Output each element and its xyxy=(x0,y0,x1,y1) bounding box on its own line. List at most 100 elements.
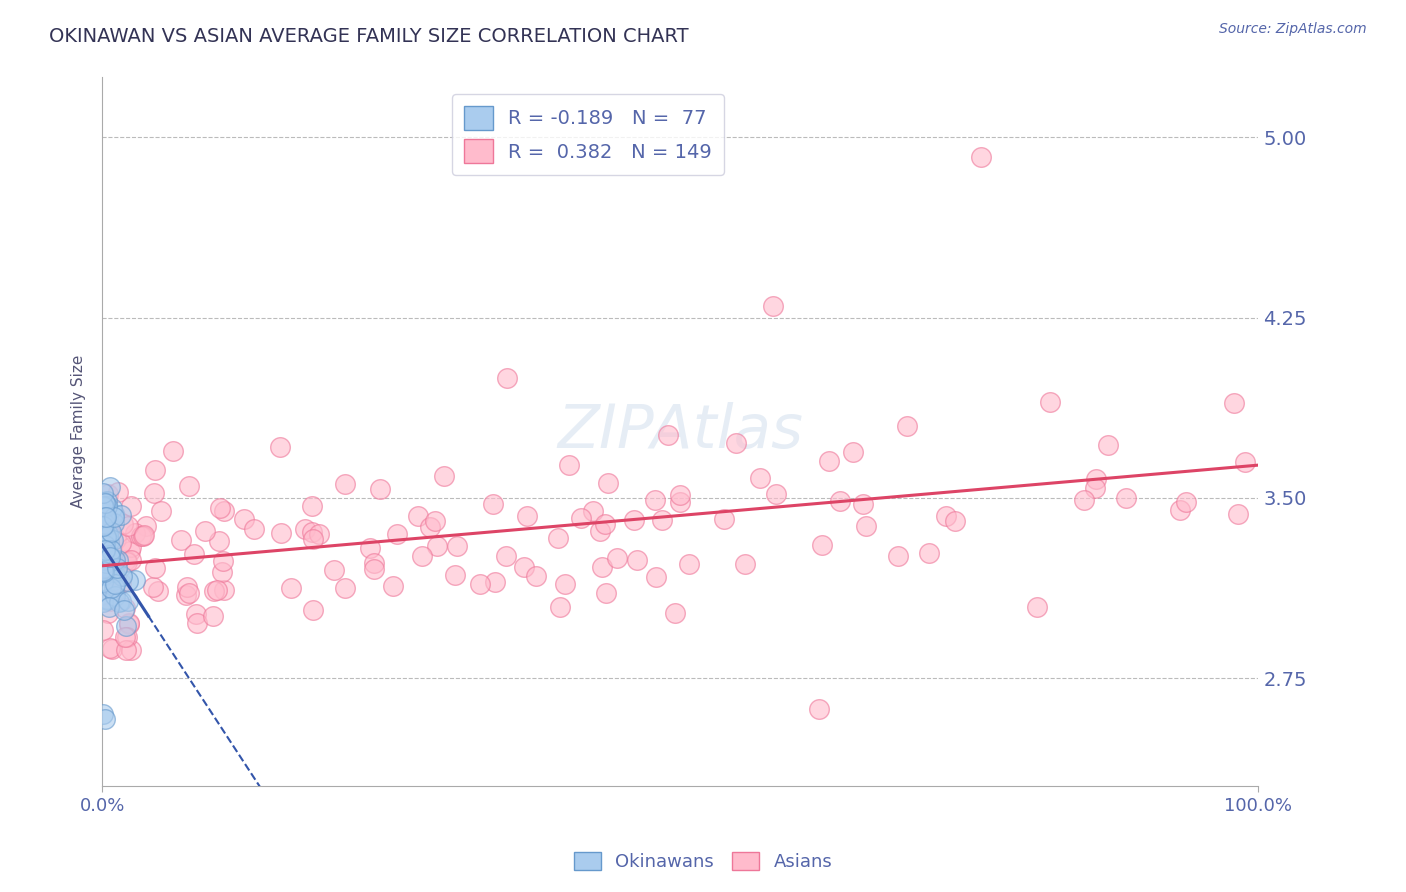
Point xyxy=(1233,455,1256,469)
Point xyxy=(513,559,536,574)
Point xyxy=(411,549,433,563)
Point xyxy=(468,577,491,591)
Point xyxy=(1083,481,1105,495)
Point xyxy=(98,593,121,607)
Point xyxy=(664,607,686,621)
Point xyxy=(110,536,132,550)
Point xyxy=(211,565,233,579)
Point xyxy=(112,602,135,616)
Point xyxy=(93,531,115,545)
Point xyxy=(818,454,841,468)
Point xyxy=(443,567,465,582)
Point xyxy=(97,511,120,525)
Point xyxy=(280,581,302,595)
Point xyxy=(132,529,155,543)
Point xyxy=(91,565,114,579)
Point xyxy=(97,530,120,544)
Point xyxy=(114,600,136,615)
Point xyxy=(887,549,910,563)
Point xyxy=(626,553,648,567)
Point xyxy=(623,513,645,527)
Point xyxy=(91,565,114,579)
Point xyxy=(94,566,117,581)
Point xyxy=(143,485,166,500)
Point xyxy=(117,594,139,608)
Point xyxy=(97,527,120,541)
Point xyxy=(495,370,517,384)
Point xyxy=(93,500,115,514)
Point xyxy=(100,565,122,579)
Point xyxy=(657,428,679,442)
Point xyxy=(202,584,225,599)
Point xyxy=(308,527,330,541)
Point xyxy=(117,555,139,569)
Point xyxy=(1168,503,1191,517)
Point xyxy=(103,533,125,548)
Point xyxy=(124,525,146,540)
Text: Source: ZipAtlas.com: Source: ZipAtlas.com xyxy=(1219,22,1367,37)
Point xyxy=(524,569,547,583)
Point xyxy=(547,531,569,545)
Point xyxy=(176,580,198,594)
Point xyxy=(177,478,200,492)
Point xyxy=(93,510,115,524)
Point xyxy=(104,533,127,547)
Point xyxy=(301,499,323,513)
Point xyxy=(93,539,115,553)
Point xyxy=(484,574,506,589)
Point xyxy=(105,561,128,575)
Point xyxy=(184,607,207,621)
Point xyxy=(162,444,184,458)
Point xyxy=(569,510,592,524)
Point xyxy=(1097,438,1119,452)
Point xyxy=(93,536,115,550)
Point xyxy=(132,528,155,542)
Point xyxy=(207,582,229,597)
Point xyxy=(120,499,142,513)
Point xyxy=(644,492,666,507)
Point xyxy=(98,526,121,541)
Point xyxy=(96,532,118,546)
Point xyxy=(104,577,127,591)
Point xyxy=(93,517,115,532)
Point xyxy=(101,500,124,515)
Point xyxy=(114,630,136,644)
Point xyxy=(108,595,131,609)
Point xyxy=(232,512,254,526)
Point xyxy=(1085,472,1108,486)
Point xyxy=(433,469,456,483)
Point xyxy=(93,486,115,500)
Point xyxy=(301,532,323,546)
Point xyxy=(93,507,115,521)
Point xyxy=(103,516,125,531)
Point xyxy=(269,440,291,454)
Point xyxy=(323,563,346,577)
Point xyxy=(98,641,121,656)
Point xyxy=(93,712,115,726)
Point xyxy=(212,503,235,517)
Point xyxy=(548,599,571,614)
Point xyxy=(93,495,115,509)
Point xyxy=(174,588,197,602)
Point xyxy=(101,568,124,582)
Point xyxy=(107,552,129,566)
Point xyxy=(582,504,605,518)
Point xyxy=(104,589,127,603)
Point xyxy=(482,497,505,511)
Point xyxy=(651,513,673,527)
Point xyxy=(96,555,118,569)
Point xyxy=(135,519,157,533)
Point xyxy=(115,643,138,657)
Point xyxy=(363,562,385,576)
Point xyxy=(91,500,114,514)
Point xyxy=(94,543,117,558)
Point xyxy=(91,595,114,609)
Point xyxy=(143,561,166,575)
Point xyxy=(100,524,122,539)
Point xyxy=(146,584,169,599)
Point xyxy=(91,536,114,550)
Point xyxy=(98,535,121,549)
Point xyxy=(1226,508,1249,522)
Point xyxy=(212,554,235,568)
Point xyxy=(124,573,146,587)
